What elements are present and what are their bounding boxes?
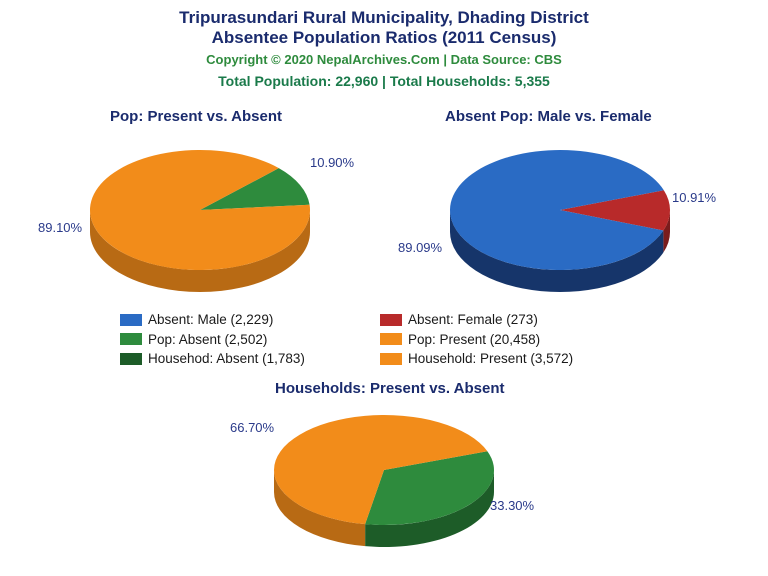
legend-text: Pop: Absent (2,502) [148, 330, 267, 350]
chart1-title: Pop: Present vs. Absent [110, 108, 282, 125]
chart2-title: Absent Pop: Male vs. Female [445, 108, 652, 125]
legend-item: Pop: Absent (2,502) [120, 330, 380, 350]
totals-line: Total Population: 22,960 | Total Househo… [0, 73, 768, 89]
swatch [120, 314, 142, 326]
legend-row: Househod: Absent (1,783) Household: Pres… [120, 349, 660, 369]
legend-item: Absent: Female (273) [380, 310, 640, 330]
pie2-label-major: 89.09% [398, 240, 442, 255]
legend-text: Absent: Female (273) [408, 310, 538, 330]
swatch [380, 333, 402, 345]
title-line2: Absentee Population Ratios (2011 Census) [0, 28, 768, 48]
copyright-line: Copyright © 2020 NepalArchives.Com | Dat… [0, 52, 768, 67]
swatch [120, 353, 142, 365]
legend-text: Pop: Present (20,458) [408, 330, 540, 350]
pie1-label-minor: 10.90% [310, 155, 354, 170]
swatch [120, 333, 142, 345]
pie1-label-major: 89.10% [38, 220, 82, 235]
legend-item: Househod: Absent (1,783) [120, 349, 380, 369]
legend-item: Absent: Male (2,229) [120, 310, 380, 330]
legend-row: Pop: Absent (2,502) Pop: Present (20,458… [120, 330, 660, 350]
chart-container: Tripurasundari Rural Municipality, Dhadi… [0, 0, 768, 576]
pie3-label-major: 66.70% [230, 420, 274, 435]
pie2-label-minor: 10.91% [672, 190, 716, 205]
chart3-title: Households: Present vs. Absent [275, 380, 505, 397]
swatch [380, 353, 402, 365]
legend-item: Household: Present (3,572) [380, 349, 640, 369]
legend-text: Absent: Male (2,229) [148, 310, 273, 330]
legend: Absent: Male (2,229) Absent: Female (273… [120, 310, 660, 369]
legend-row: Absent: Male (2,229) Absent: Female (273… [120, 310, 660, 330]
pie3-label-minor: 33.30% [490, 498, 534, 513]
legend-text: Househod: Absent (1,783) [148, 349, 305, 369]
title-line1: Tripurasundari Rural Municipality, Dhadi… [0, 0, 768, 28]
legend-item: Pop: Present (20,458) [380, 330, 640, 350]
legend-text: Household: Present (3,572) [408, 349, 573, 369]
swatch [380, 314, 402, 326]
